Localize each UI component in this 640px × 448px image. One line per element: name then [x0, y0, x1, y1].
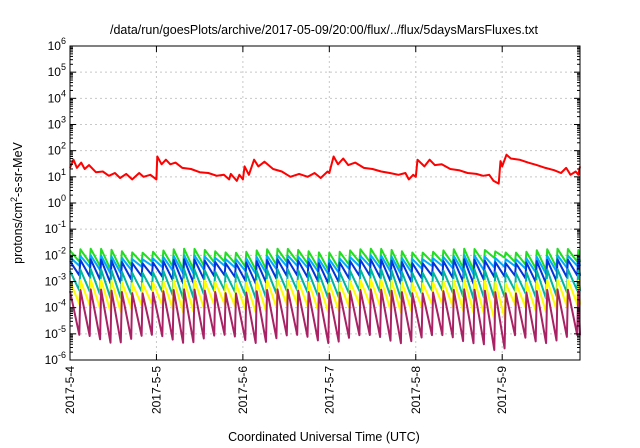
- series-line-0: [69, 153, 581, 185]
- y-axis-label: protons/cm2-s-sr-MeV: [9, 141, 25, 263]
- x-axis-label: Coordinated Universal Time (UTC): [228, 430, 420, 444]
- x-tick-label: 2017-5-4: [63, 366, 77, 414]
- y-tick-label: 10-2: [45, 245, 66, 262]
- y-tick-label: 100: [48, 193, 66, 210]
- y-tick-label: 10-3: [45, 272, 66, 289]
- x-tick-label: 2017-5-6: [236, 366, 250, 414]
- series-line-6: [69, 288, 581, 351]
- y-axis-label-base: protons/cm: [11, 202, 25, 264]
- y-tick-label: 103: [48, 115, 66, 132]
- y-tick-label: 10-4: [45, 298, 66, 315]
- y-axis-label-sup: 2: [9, 197, 19, 202]
- x-tick-label: 2017-5-8: [409, 366, 423, 414]
- y-tick-label: 104: [48, 88, 66, 105]
- y-axis-ticks: 10-6 10-5 10-4 10-3 10-2 10-1 100 101 102 103 104 1…: [45, 36, 580, 367]
- y-tick-label: 102: [48, 141, 66, 158]
- x-tick-label: 2017-5-7: [322, 366, 336, 414]
- series-group: [69, 153, 581, 351]
- x-tick-label: 2017-5-5: [149, 366, 163, 414]
- y-tick-label: 106: [48, 36, 66, 53]
- y-axis-label-rest: -s-sr-MeV: [11, 141, 25, 197]
- y-tick-label: 101: [48, 167, 66, 184]
- x-axis-ticks: 2017-5-4 2017-5-5 2017-5-6 2017-5-7 2017-5-8…: [63, 46, 509, 414]
- y-tick-label: 10-6: [45, 350, 66, 367]
- y-tick-label: 105: [48, 62, 66, 79]
- x-tick-label: 2017-5-9: [495, 366, 509, 414]
- chart-title: /data/run/goesPlots/archive/2017-05-09/2…: [110, 23, 539, 37]
- y-tick-label: 10-5: [45, 324, 66, 341]
- y-tick-label: 10-1: [45, 219, 66, 236]
